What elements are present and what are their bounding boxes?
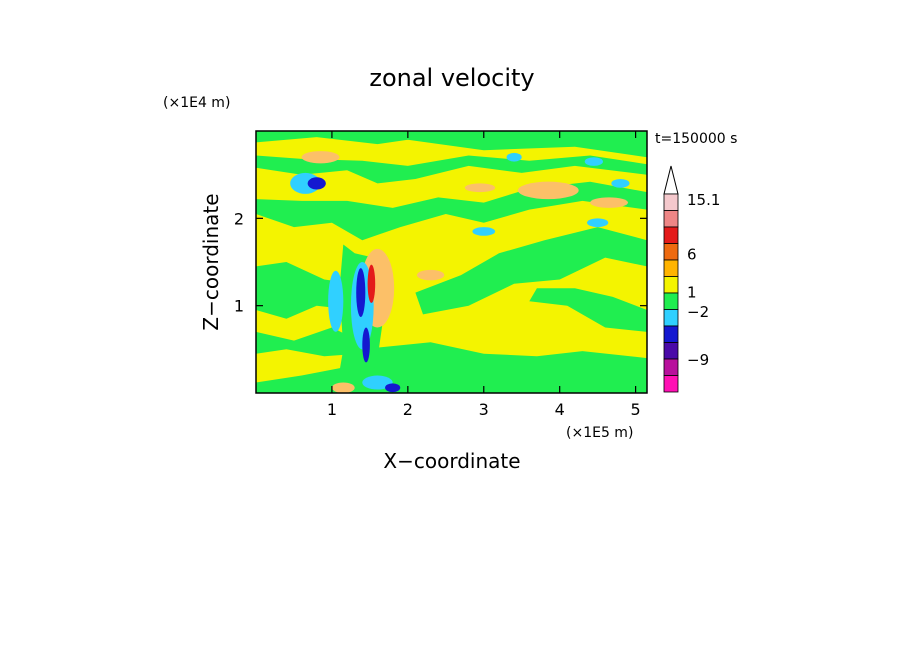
colorbar-band-0 bbox=[663, 193, 679, 211]
colorbar-band-11 bbox=[663, 375, 679, 393]
blue-patch-3 bbox=[385, 383, 401, 393]
y-axis-label: Z−coordinate bbox=[199, 193, 223, 330]
cyan-patch-7 bbox=[587, 218, 609, 228]
colorbar-band-7 bbox=[663, 309, 679, 327]
colorbar-band-6 bbox=[663, 292, 679, 310]
y-axis: 12 bbox=[234, 209, 647, 316]
y-tick-label-0: 1 bbox=[234, 297, 244, 316]
cyan-patch-6 bbox=[472, 227, 496, 236]
plot-frame bbox=[255, 130, 648, 394]
blue-patch-0 bbox=[307, 177, 326, 190]
colorbar-band-5 bbox=[663, 276, 679, 294]
green-band-5 bbox=[256, 327, 359, 357]
time-label: t=150000 s bbox=[655, 131, 737, 147]
colorbar-band-1 bbox=[663, 210, 679, 228]
blue-patch-1 bbox=[356, 268, 366, 318]
green-band-1 bbox=[256, 155, 647, 184]
x-tick-label-3: 4 bbox=[555, 400, 565, 419]
cyan-patch-5 bbox=[611, 179, 630, 188]
colorbar-band-3 bbox=[663, 243, 679, 261]
orange-patch-1 bbox=[517, 181, 579, 200]
colorbar-label-4: −9 bbox=[687, 351, 709, 369]
x-scale-label: (×1E5 m) bbox=[566, 425, 633, 441]
colorbar-label-1: 6 bbox=[687, 245, 697, 263]
colorbar: 15.1 6 1 −2 −9 bbox=[663, 165, 720, 393]
chart-title: zonal velocity bbox=[369, 64, 534, 92]
orange-patch-2 bbox=[590, 197, 629, 208]
red-patch-0 bbox=[367, 264, 376, 304]
cyan-patch-4 bbox=[584, 157, 603, 166]
x-tick-label-4: 5 bbox=[631, 400, 641, 419]
x-tick-label-1: 2 bbox=[403, 400, 413, 419]
green-band-6 bbox=[529, 288, 647, 332]
colorbar-label-0: 15.1 bbox=[687, 191, 720, 209]
orange-patch-5 bbox=[416, 269, 445, 281]
green-band-0 bbox=[256, 131, 647, 158]
cyan-patch-3 bbox=[506, 152, 522, 162]
x-tick-label-0: 1 bbox=[327, 400, 337, 419]
orange-patch-6 bbox=[331, 382, 355, 393]
colorbar-label-2: 1 bbox=[687, 283, 697, 301]
colorbar-band-2 bbox=[663, 226, 679, 244]
green-band-3 bbox=[415, 227, 647, 315]
orange-patch-0 bbox=[301, 151, 340, 164]
colorbar-band-9 bbox=[663, 342, 679, 360]
colorbar-band-10 bbox=[663, 358, 679, 376]
colorbar-band-8 bbox=[663, 325, 679, 343]
y-scale-label: (×1E4 m) bbox=[163, 95, 230, 111]
x-axis-label: X−coordinate bbox=[383, 449, 520, 473]
colorbar-label-3: −2 bbox=[687, 303, 709, 321]
orange-patch-3 bbox=[464, 183, 496, 193]
cyan-patch-2 bbox=[328, 270, 344, 332]
x-tick-label-2: 3 bbox=[479, 400, 489, 419]
blue-patch-2 bbox=[362, 327, 370, 363]
velocity-field bbox=[256, 131, 647, 393]
colorbar-band-4 bbox=[663, 259, 679, 277]
cyan-patch-8 bbox=[362, 375, 393, 390]
y-tick-label-1: 2 bbox=[234, 209, 244, 228]
x-axis: 1 2 3 4 5 bbox=[327, 131, 641, 419]
